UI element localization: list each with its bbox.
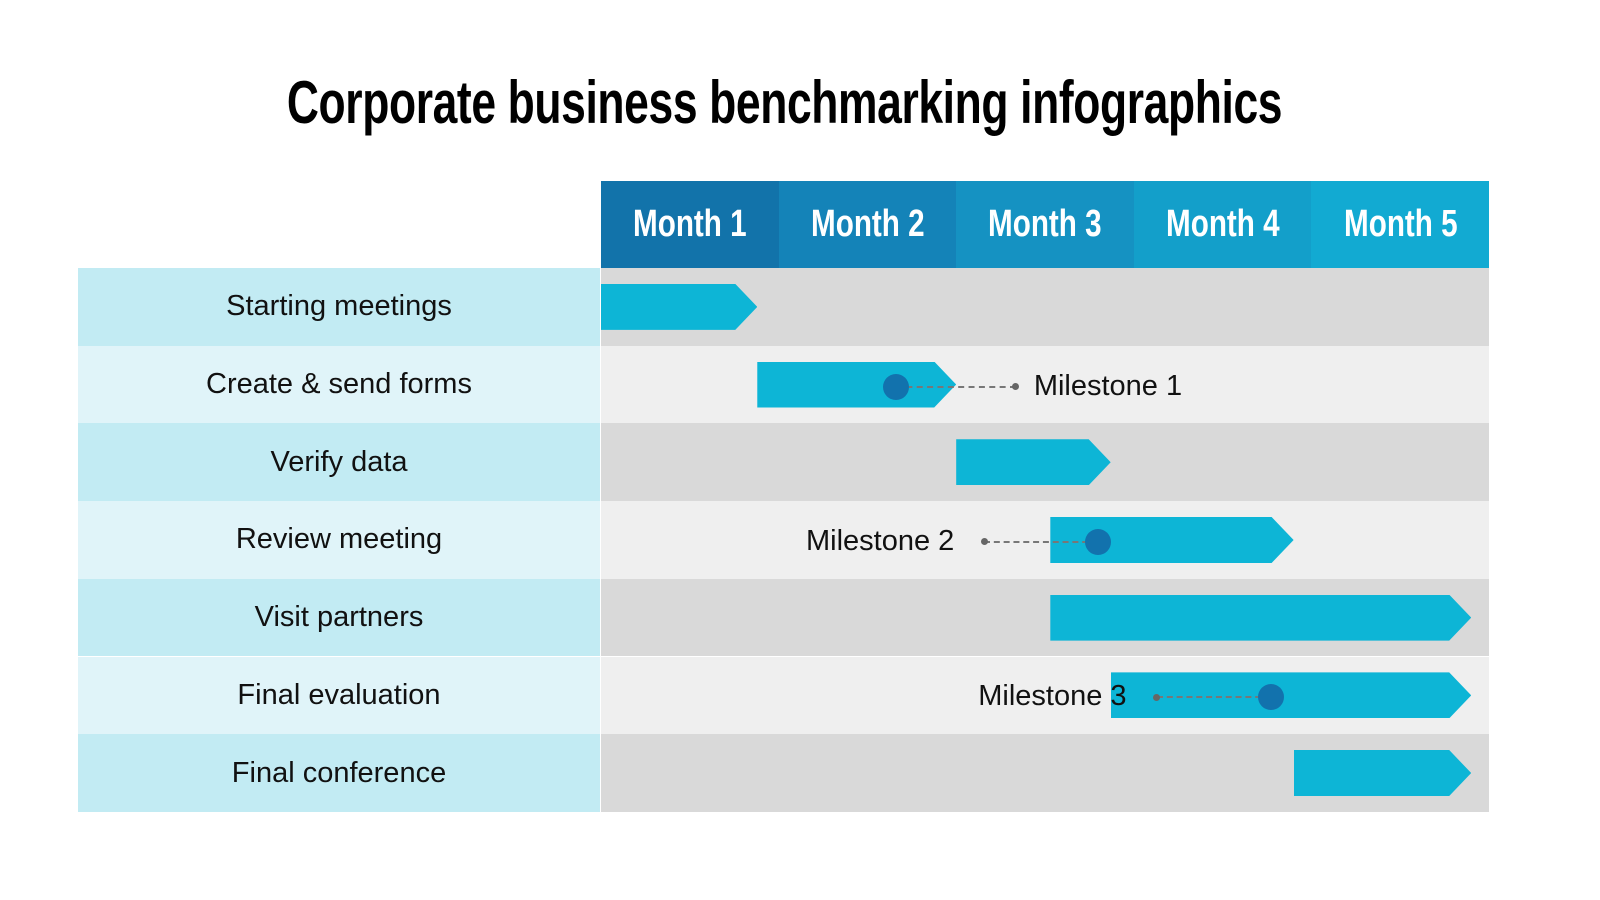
task-bar bbox=[1111, 672, 1472, 718]
page-title: Corporate business benchmarking infograp… bbox=[0, 68, 1568, 137]
milestone-label: Milestone 3 bbox=[978, 680, 1127, 713]
milestone-label: Milestone 1 bbox=[1033, 369, 1183, 402]
milestone-connector bbox=[895, 385, 1016, 388]
milestone-marker bbox=[1085, 528, 1112, 555]
task-bar bbox=[956, 439, 1111, 485]
task-bar bbox=[601, 284, 757, 330]
month-header: Month 3 bbox=[956, 181, 1135, 268]
month-label: Month 5 bbox=[1343, 203, 1458, 245]
task-label: Review meeting bbox=[78, 501, 600, 579]
task-bar bbox=[1050, 595, 1471, 641]
task-label: Verify data bbox=[78, 423, 600, 502]
task-bar bbox=[757, 362, 956, 408]
title-text: Corporate business benchmarking infograp… bbox=[286, 69, 1282, 136]
milestone-end-dot bbox=[980, 538, 988, 546]
milestone-end-dot bbox=[1153, 693, 1161, 701]
milestone-label: Milestone 2 bbox=[805, 524, 955, 557]
task-label: Final conference bbox=[78, 734, 600, 812]
month-header: Month 4 bbox=[1133, 181, 1312, 268]
task-label: Starting meetings bbox=[78, 268, 600, 346]
task-label: Create & send forms bbox=[78, 345, 600, 424]
task-track bbox=[601, 501, 1489, 579]
month-label: Month 2 bbox=[810, 203, 925, 245]
month-label: Month 1 bbox=[633, 203, 747, 245]
month-header: Month 2 bbox=[778, 181, 957, 268]
month-label: Month 3 bbox=[988, 203, 1102, 245]
task-label: Final evaluation bbox=[78, 656, 600, 735]
task-label: Visit partners bbox=[78, 578, 600, 657]
milestone-end-dot bbox=[1012, 383, 1020, 391]
milestone-marker bbox=[1257, 684, 1284, 711]
month-label: Month 4 bbox=[1165, 203, 1280, 245]
milestone-connector bbox=[1156, 696, 1271, 699]
task-bar bbox=[1294, 750, 1472, 796]
month-header: Month 1 bbox=[601, 181, 779, 268]
month-header: Month 5 bbox=[1311, 181, 1490, 268]
task-track bbox=[601, 345, 1489, 424]
milestone-connector bbox=[984, 540, 1099, 543]
milestone-marker bbox=[882, 373, 909, 400]
